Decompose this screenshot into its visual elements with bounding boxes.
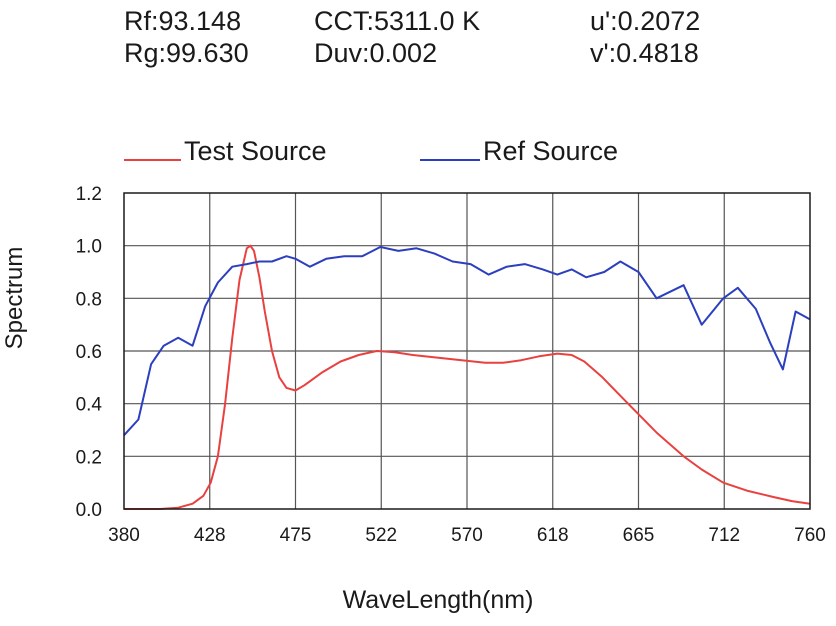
- x-tick-label: 380: [108, 525, 140, 546]
- y-tick-label: 1.0: [76, 237, 102, 258]
- x-tick-label: 570: [451, 525, 483, 546]
- chart-grid: [124, 193, 810, 509]
- rf-value: Rf:93.148: [124, 6, 242, 36]
- y-tick-label: 0.0: [76, 500, 102, 521]
- cct-value: CCT:5311.0 K: [314, 6, 481, 36]
- y-tick-label: 0.4: [76, 395, 103, 416]
- ref-source-line: [123, 246, 811, 436]
- y-tick-label: 1.2: [76, 184, 102, 205]
- metrics-panel: Rf:93.148 Rg:99.630 CCT:5311.0 K Duv:0.0…: [0, 0, 836, 80]
- plot-frame: [123, 192, 811, 510]
- y-tick-label: 0.2: [76, 447, 102, 468]
- rg-value: Rg:99.630: [124, 38, 249, 68]
- duv-value: Duv:0.002: [314, 38, 438, 68]
- y-tick-label: 0.6: [76, 342, 102, 363]
- u-prime-value: u':0.2072: [590, 6, 701, 36]
- x-tick-label: 522: [365, 525, 397, 546]
- y-axis-label: Spectrum: [1, 247, 28, 350]
- x-tick-label: 475: [280, 525, 312, 546]
- chart-legend: Test Source Ref Source: [124, 136, 618, 166]
- test-source-line: [124, 244, 811, 510]
- x-tick-label: 712: [708, 525, 740, 546]
- v-prime-value: v':0.4818: [590, 38, 699, 68]
- x-tick-label: 428: [194, 525, 226, 546]
- chart-series: [123, 244, 811, 510]
- x-tick-label: 760: [794, 525, 826, 546]
- legend-label-test-source: Test Source: [184, 136, 327, 166]
- x-axis-label: WaveLength(nm): [343, 586, 534, 614]
- legend-label-ref-source: Ref Source: [483, 136, 618, 166]
- x-tick-label: 618: [537, 525, 569, 546]
- x-axis-ticks: 380 428 475 522 570 618 665 712 760: [108, 525, 826, 546]
- y-axis-ticks: 0.0 0.2 0.4 0.6 0.8 1.0 1.2: [76, 184, 103, 521]
- y-tick-label: 0.8: [76, 289, 102, 310]
- x-tick-label: 665: [623, 525, 655, 546]
